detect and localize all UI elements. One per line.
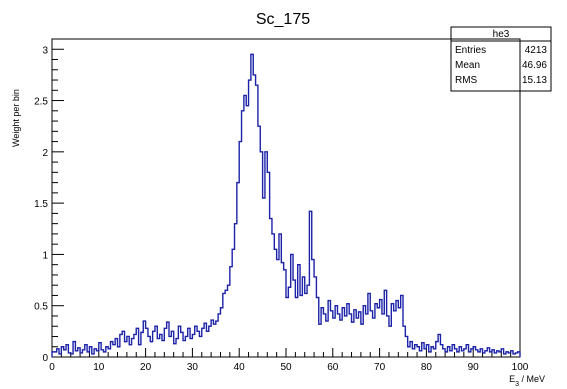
y-tick-label: 1.5: [34, 199, 48, 210]
x-axis-label: E3 / MeV: [509, 374, 545, 388]
x-tick-label: 30: [187, 362, 199, 373]
y-tick-label: 0.5: [34, 302, 48, 313]
y-tick-label: 2: [42, 148, 48, 159]
y-tick-label: 3: [42, 45, 48, 56]
x-tick-label: 0: [49, 362, 55, 373]
stats-rms-label: RMS: [455, 75, 478, 86]
x-tick-label: 100: [512, 362, 529, 373]
y-axis-label: Weight per bin: [11, 89, 21, 147]
histogram-line: [51, 53, 521, 357]
stats-box-title: he3: [493, 29, 510, 40]
x-tick-label: 60: [327, 362, 339, 373]
stats-box-frame: [450, 26, 552, 92]
stats-mean-label: Mean: [455, 60, 480, 71]
stats-mean-value: 46.96: [522, 60, 547, 71]
stats-box: he3 Entries 4213 Mean 46.96 RMS 15.13: [450, 26, 552, 92]
chart-title: Sc_175: [256, 11, 310, 28]
x-tick-label: 70: [374, 362, 386, 373]
x-tick-label: 20: [140, 362, 152, 373]
x-tick-label: 40: [234, 362, 246, 373]
stats-entries-label: Entries: [455, 45, 486, 56]
plot-frame: [51, 38, 521, 358]
y-tick-label: 1: [42, 250, 48, 261]
x-tick-label: 80: [421, 362, 433, 373]
stats-rms-value: 15.13: [522, 75, 547, 86]
y-tick-label: 0: [42, 353, 48, 364]
x-tick-label: 90: [468, 362, 480, 373]
x-tick-label: 50: [280, 362, 292, 373]
x-tick-label: 10: [93, 362, 105, 373]
stats-entries-value: 4213: [525, 45, 548, 56]
y-tick-label: 2.5: [34, 97, 48, 108]
